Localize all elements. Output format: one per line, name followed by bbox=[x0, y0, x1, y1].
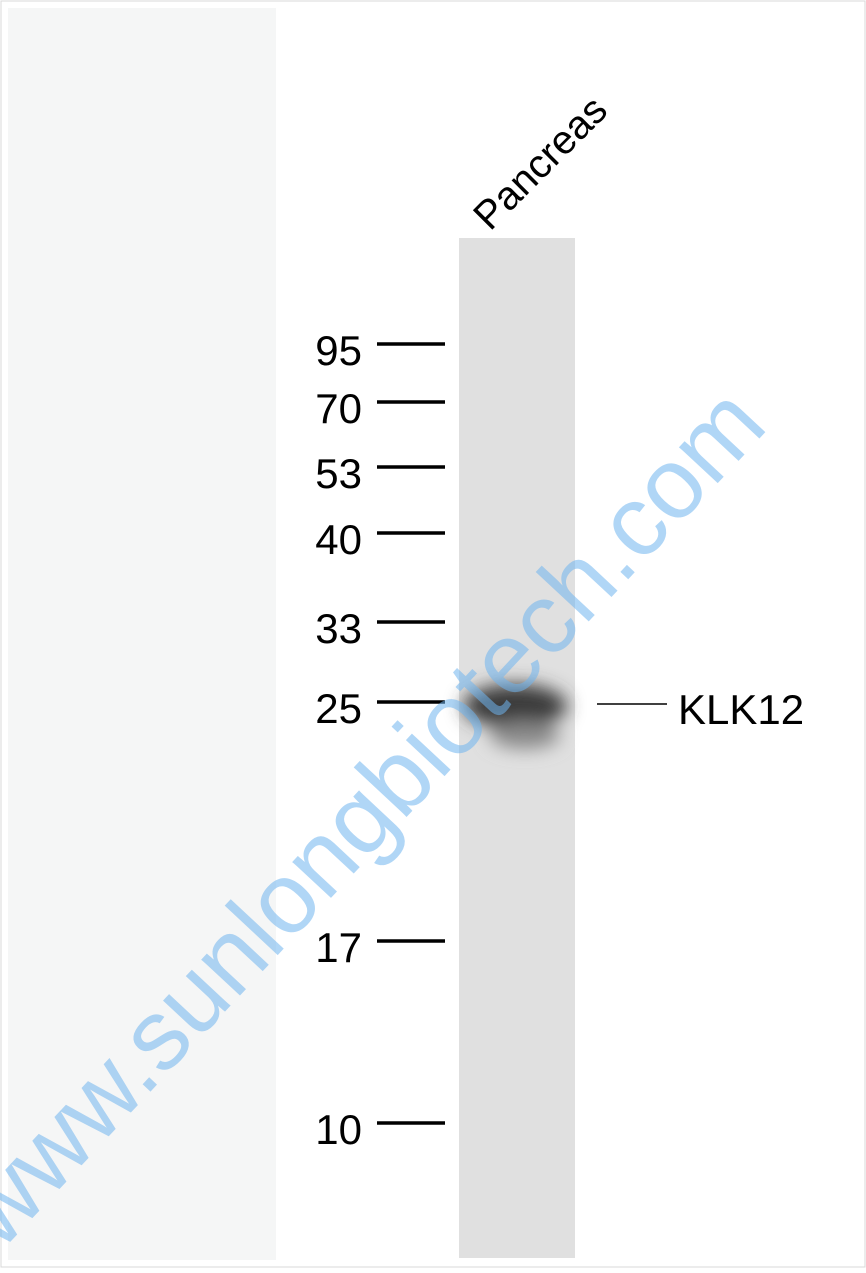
blot-figure: Pancreas 9570534033251710 KLK12 www.sunl… bbox=[0, 0, 866, 1268]
marker-label: 53 bbox=[315, 450, 362, 497]
marker-label: 10 bbox=[315, 1106, 362, 1153]
marker-label: 33 bbox=[315, 605, 362, 652]
marker-label: 25 bbox=[315, 685, 362, 732]
marker-label: 95 bbox=[315, 327, 362, 374]
band-label: KLK12 bbox=[678, 686, 804, 733]
marker-label: 40 bbox=[315, 516, 362, 563]
page: Pancreas 9570534033251710 KLK12 www.sunl… bbox=[0, 0, 866, 1268]
marker-label: 70 bbox=[315, 385, 362, 432]
